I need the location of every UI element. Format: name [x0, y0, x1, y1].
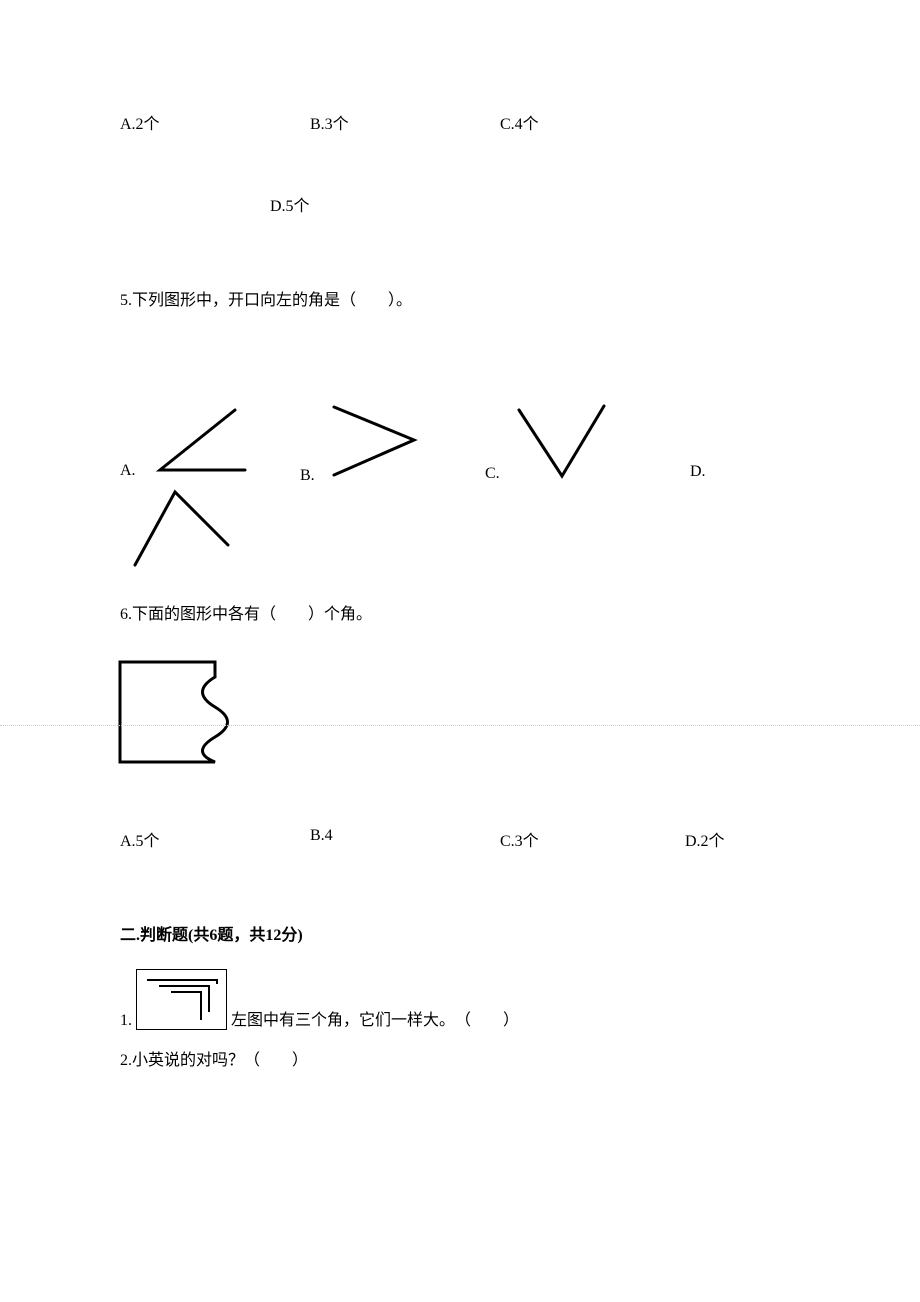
- j1-num: 1.: [120, 1012, 132, 1030]
- q6-options: A.5个 B.4 C.3个 D.2个: [120, 827, 800, 851]
- j1-figure: [136, 969, 227, 1030]
- torn-rect-icon: [110, 652, 240, 772]
- angle-up1-icon: [504, 398, 614, 483]
- q4-option-a: A.2个: [120, 110, 310, 134]
- q6-figure: [110, 652, 800, 772]
- section2-title: 二.判断题(共6题，共12分): [120, 921, 800, 945]
- q5-label-d: D.: [690, 463, 706, 480]
- j1-text: 左图中有三个角，它们一样大。 （ ）: [231, 1006, 519, 1030]
- q4-option-d: D.5个: [270, 192, 310, 216]
- q6-option-d: D.2个: [685, 827, 725, 851]
- q6-option-c: C.3个: [500, 827, 685, 851]
- q5-label-d-wrap: D.: [690, 463, 706, 481]
- q6-option-b: B.4: [310, 827, 500, 851]
- q5-figure-c: C.: [485, 398, 614, 483]
- q5-figure-b: B.: [300, 395, 429, 485]
- angle-up2-icon: [120, 480, 240, 575]
- q6-text: 6.下面的图形中各有（ ）个角。: [120, 600, 800, 624]
- q5-figures: A. B. C. D.: [120, 340, 800, 550]
- q4-option-b: B.3个: [310, 110, 500, 134]
- angle-left-icon: [140, 400, 260, 480]
- j2-line: 2.小英说的对吗？（ ）: [120, 1046, 800, 1070]
- worksheet-page: A.2个 B.3个 C.4个 D.5个 5.下列图形中，开口向左的角是（ ）。 …: [0, 0, 920, 1302]
- q4-options-row1: A.2个 B.3个 C.4个: [120, 110, 800, 134]
- page-divider: [0, 725, 920, 726]
- q4-options-row2: D.5个: [120, 192, 800, 216]
- q4-option-c: C.4个: [500, 110, 539, 134]
- nested-right-angles-icon: [139, 972, 224, 1027]
- q5-label-c: C.: [485, 465, 500, 483]
- j2-text: 2.小英说的对吗？（ ）: [120, 1046, 308, 1070]
- j1-line: 1. 左图中有三个角，它们一样大。 （ ）: [120, 969, 800, 1030]
- q5-label-b: B.: [300, 467, 315, 485]
- q5-label-a: A.: [120, 462, 136, 480]
- q5-text: 5.下列图形中，开口向左的角是（ ）。: [120, 286, 800, 310]
- q6-option-a: A.5个: [120, 827, 310, 851]
- q5-figure-a: A.: [120, 400, 260, 480]
- q5-figure-d: [120, 480, 240, 575]
- angle-right-icon: [319, 395, 429, 485]
